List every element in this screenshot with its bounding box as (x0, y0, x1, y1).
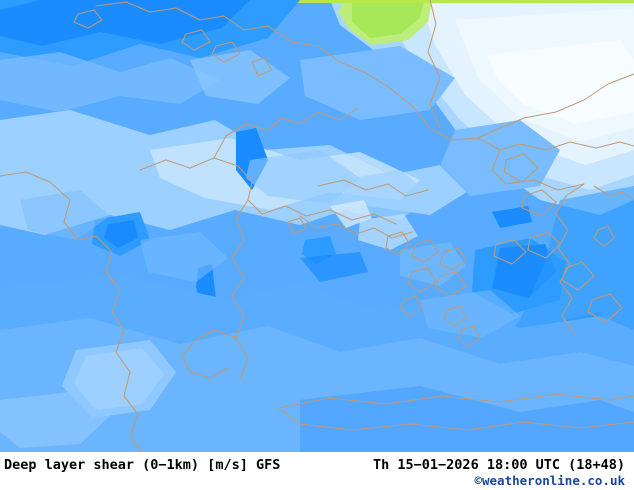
lake-small (251, 57, 273, 77)
island-rhodes (587, 293, 623, 323)
valid-time-label: Th 15−01−2026 18:00 UTC (18+48) (373, 457, 625, 473)
island-chios (521, 189, 557, 217)
shear-band-south (0, 276, 634, 452)
coastline-turkey-north (491, 149, 585, 191)
shear-band-texture (0, 50, 520, 338)
coastline-marmara (477, 137, 634, 151)
island-ios (443, 305, 467, 327)
island-small-ne (593, 225, 615, 247)
coastline-attica (299, 215, 413, 239)
coastline-albania (0, 171, 97, 241)
island-mykonos (439, 247, 467, 271)
coastline-turkey-west (555, 183, 585, 333)
coastline-turkey-inland (593, 185, 634, 201)
island-ikaria (493, 239, 527, 265)
coastline-west-greece (95, 235, 143, 452)
coastline-euboea (317, 179, 429, 197)
top-border-strip (0, 0, 634, 3)
coastline-crete-north (277, 393, 634, 409)
coastline-north (95, 1, 525, 141)
island-santorini (457, 325, 481, 347)
copyright-label[interactable]: ©weatheronline.co.uk (474, 473, 625, 488)
island-naxos (435, 271, 467, 297)
coastline-crete-south (277, 407, 634, 431)
coastline-peloponnese (181, 329, 237, 379)
coastline-peloponnese-east (231, 199, 249, 381)
shear-band-mid (0, 0, 560, 196)
map-footer: Deep layer shear (0−1km) [m/s] GFS Th 15… (0, 452, 634, 490)
lake-prespa (181, 29, 211, 51)
coastline-thessaly (213, 107, 359, 159)
lake-nw (73, 9, 103, 29)
map-canvas (0, 0, 634, 452)
island-samos (527, 231, 561, 259)
coastline-central-greece (139, 157, 397, 225)
border-bulgaria (427, 0, 441, 129)
lake-ohrid (211, 41, 241, 63)
weather-map[interactable] (0, 0, 634, 452)
coastline-black-sea (523, 73, 634, 119)
island-milos (399, 295, 423, 317)
island-lesvos (503, 153, 539, 183)
parameter-label: Deep layer shear (0−1km) [m/s] GFS (4, 457, 281, 473)
island-tinos (411, 239, 439, 263)
lake-attica (287, 217, 307, 235)
island-andros (385, 231, 411, 255)
island-paros (407, 267, 437, 293)
coastline-layer (0, 0, 634, 452)
